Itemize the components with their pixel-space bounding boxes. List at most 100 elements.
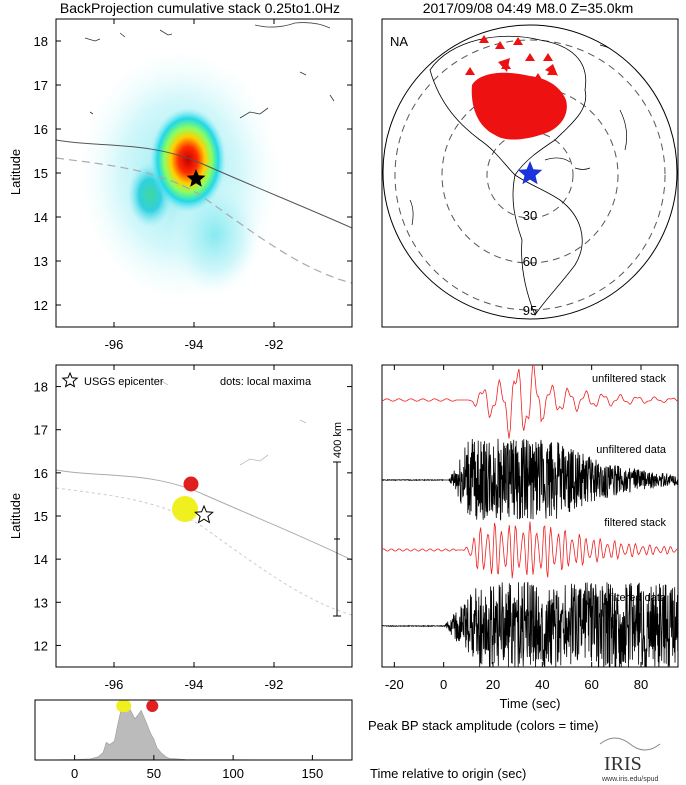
station-triangle [507,121,517,129]
epicenter-star-globe [517,161,543,185]
maximum-dot-yellow [172,496,198,522]
scale-label: 400 km [332,422,344,458]
y-tick-label: 14 [34,552,48,567]
region-label: NA [390,34,408,49]
x-tick-label: 150 [302,766,324,781]
y-tick-label: 16 [34,466,48,481]
epicenter-star-outline [194,504,214,524]
legend-star-icon [61,371,79,388]
traces-frame [381,364,679,668]
x-tick-label: 0 [440,677,447,692]
x-tick-label: -92 [265,677,284,692]
y-tick-label: 17 [34,423,48,438]
iris-logo: IRIS www.iris.edu/spud [599,737,661,783]
y-tick-label: 14 [34,210,48,225]
station-triangle [495,41,505,49]
trace-filtered-data [382,582,678,667]
y-tick-label: 12 [34,298,48,313]
scale-bar [333,461,341,617]
station-triangle [543,119,553,127]
x-tick-label: 60 [584,677,598,692]
y-tick-label: 17 [34,78,48,93]
maxima-map-frame [55,364,353,668]
stack-map-ylabel: Latitude [8,149,23,195]
south-america-coast [512,174,583,316]
station-triangle [515,99,525,107]
maxima-map-ticks: -96 -94 -92 12 13 14 15 16 17 18 [34,365,352,692]
legend-dots: dots: local maxima [220,376,312,388]
x-tick-label: 40 [535,677,549,692]
x-tick-label: -20 [385,677,404,692]
trace-unfiltered-data [382,438,678,521]
amplitude-panel: 0 50 100 150 Peak BP stack amplitude (color… [34,699,599,781]
amplitude-frame [34,699,353,761]
station-triangle [465,67,475,75]
distance-label-60: 60 [523,254,537,269]
amplitude-title: Peak BP stack amplitude (colors = time) [368,718,599,733]
x-tick-label: -96 [105,337,124,352]
amplitude-xlabel: Time relative to origin (sec) [370,766,526,781]
legend-epicenter: USGS epicenter [84,376,164,388]
station-triangle [479,35,489,43]
globe-frame [381,18,679,328]
globe-outline [382,24,678,320]
traces-xlabel: Time (sec) [500,696,561,711]
station-triangle [513,37,523,45]
station-triangle [533,73,543,81]
globe-panel: NA 30 60 95 [381,18,679,328]
trace-unfiltered-stack [382,365,678,439]
x-tick-label: 0 [71,766,78,781]
stack-map-panel: -96 -94 -92 12 13 14 15 16 17 18 Latitude [8,18,353,352]
label-unfiltered-stack: unfiltered stack [592,373,666,385]
amplitude-dot-red [146,700,159,712]
station-triangle [500,107,510,115]
trace-lines [382,365,678,667]
epicenter-star [186,169,206,187]
y-tick-label: 18 [34,34,48,49]
event-title: 2017/09/08 04:49 M8.0 Z=35.0km [423,0,634,16]
north-america-coast [429,35,587,176]
x-tick-label: 50 [147,766,161,781]
x-tick-label: -96 [105,677,124,692]
x-tick-label: -92 [265,337,284,352]
amplitude-area [34,704,353,761]
stack-map-title: BackProjection cumulative stack 0.25to1.… [60,0,340,16]
x-tick-label: -94 [185,677,204,692]
station-triangle [525,53,535,61]
ring-95 [394,39,666,311]
amplitude-dot-yellow [119,700,132,712]
x-tick-label: 100 [222,766,244,781]
y-tick-label: 18 [34,380,48,395]
stack-heatmap [56,22,352,300]
y-tick-label: 16 [34,122,48,137]
stack-map-ticks: -96 -94 -92 12 13 14 15 16 17 18 [34,19,352,352]
station-markers [465,35,563,129]
maxima-map-panel: USGS epicenter dots: local maxima 400 km… [8,364,353,692]
traces-panel: unfiltered stack unfiltered data filtere… [381,364,679,711]
maximum-dot-red [183,476,199,492]
station-triangle [501,61,511,69]
y-tick-label: 15 [34,166,48,181]
x-tick-label: -94 [185,337,204,352]
logo-url: www.iris.edu/spud [601,776,659,783]
y-tick-label: 15 [34,509,48,524]
label-filtered-stack: filtered stack [604,517,666,529]
station-triangle [553,89,563,97]
label-filtered-data: filtered data [609,592,667,604]
traces-ticks: -20 0 20 40 60 80 [385,365,648,692]
y-tick-label: 13 [34,254,48,269]
y-tick-label: 12 [34,638,48,653]
label-unfiltered-data: unfiltered data [596,444,667,456]
y-tick-label: 13 [34,595,48,610]
trace-filtered-stack [382,521,678,579]
amplitude-curve [34,700,353,761]
maxima-map-ylabel: Latitude [8,493,23,539]
distance-label-30: 30 [523,208,537,223]
distance-label-95: 95 [523,303,537,318]
logo-text: IRIS [604,753,642,775]
ring-30 [486,131,574,219]
x-tick-label: 80 [634,677,648,692]
station-triangle [547,67,557,75]
amplitude-ticks: 0 50 100 150 [71,755,323,781]
